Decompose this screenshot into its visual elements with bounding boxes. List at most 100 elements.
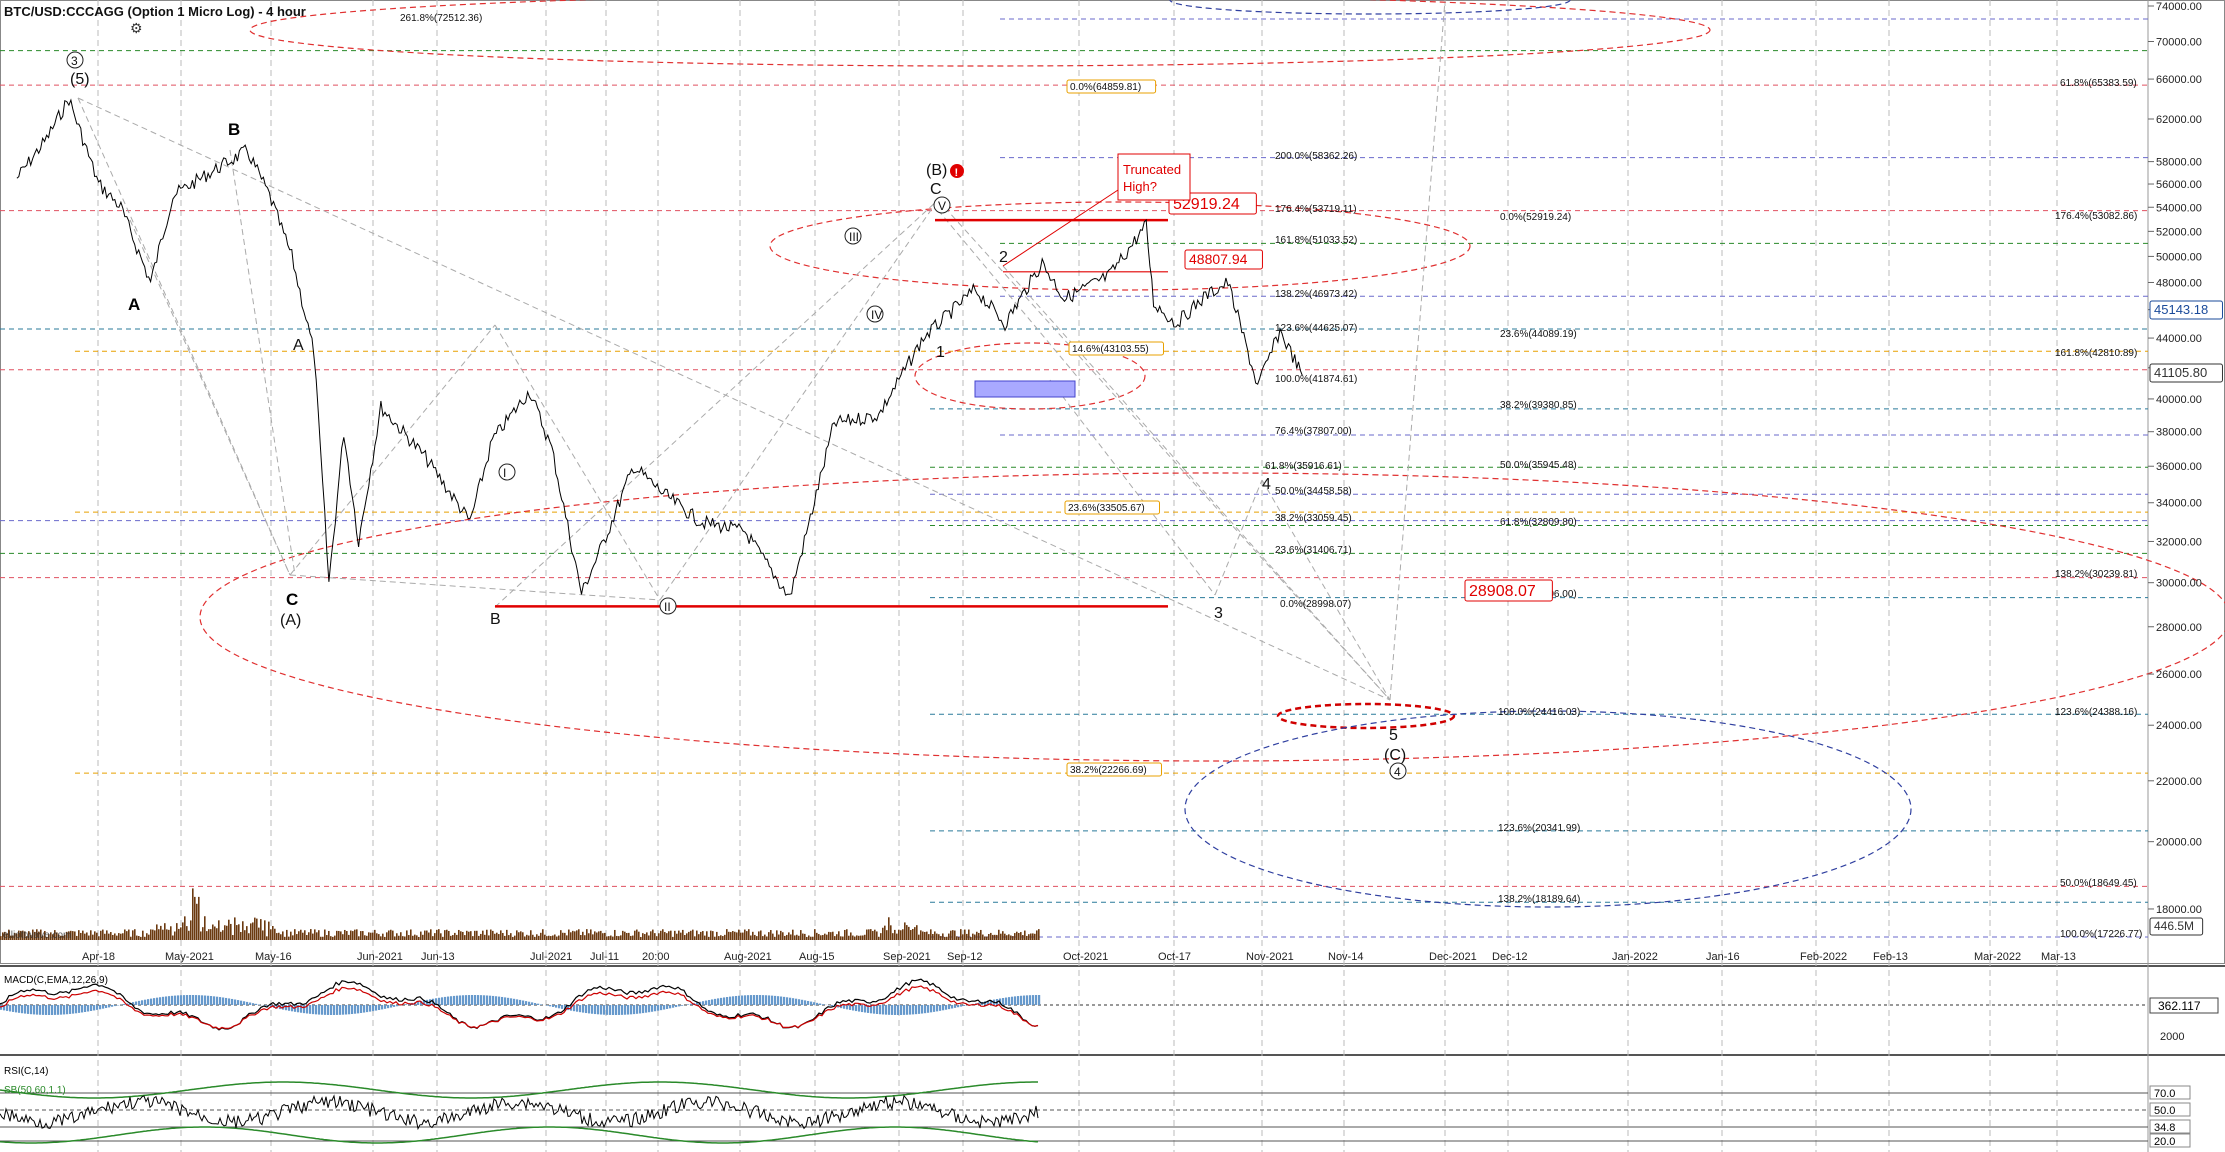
- volume-bar: [892, 933, 894, 940]
- macd-histogram-bar: [213, 996, 216, 1005]
- macd-histogram-bar: [480, 995, 483, 1005]
- macd-histogram-bar: [936, 1005, 939, 1012]
- price-series-line: [16, 98, 1303, 596]
- chart-title: BTC/USD:CCCAGG (Option 1 Micro Log) - 4 …: [4, 4, 306, 19]
- macd-histogram-bar: [687, 1004, 690, 1005]
- trend-line: [1214, 479, 1263, 596]
- volume-bar: [808, 935, 810, 940]
- volume-bar: [992, 934, 994, 940]
- x-tick-label: Aug-15: [799, 951, 834, 963]
- volume-bar: [566, 935, 568, 940]
- price-box-label: 48807.94: [1189, 251, 1248, 267]
- volume-bar: [280, 934, 282, 940]
- macd-histogram-bar: [108, 1005, 111, 1008]
- macd-histogram-bar: [180, 995, 183, 1005]
- volume-bar: [644, 934, 646, 940]
- volume-bar: [674, 930, 676, 940]
- volume-bar: [692, 929, 694, 940]
- macd-histogram-bar: [513, 998, 516, 1005]
- volume-bar: [62, 935, 64, 940]
- rsi-value-box: [2149, 1085, 2191, 1100]
- macd-histogram-bar: [1038, 995, 1041, 1005]
- macd-histogram-bar: [423, 1000, 426, 1005]
- macd-histogram-bar: [843, 1005, 846, 1009]
- macd-histogram-bar: [705, 1000, 708, 1005]
- x-tick-label: Aug-2021: [724, 951, 772, 963]
- volume-bar: [320, 936, 322, 940]
- macd-histogram-bar: [1026, 995, 1029, 1005]
- volume-bar: [662, 929, 664, 940]
- macd-histogram-bar: [264, 1005, 267, 1006]
- macd-histogram-bar: [15, 1005, 18, 1013]
- macd-value-box: [2149, 997, 2219, 1014]
- macd-histogram-bar: [894, 1005, 897, 1015]
- volume-bar: [818, 934, 820, 940]
- macd-histogram-bar: [909, 1005, 912, 1015]
- volume-bar: [958, 936, 960, 940]
- rsi-tick: 50.0: [2154, 1105, 2175, 1117]
- rsi-tick: 70.0: [2154, 1088, 2175, 1100]
- macd-histogram-bar: [849, 1005, 852, 1010]
- settings-gear-icon[interactable]: ⚙: [130, 20, 143, 36]
- volume-bar: [946, 936, 948, 940]
- volume-bar: [486, 929, 488, 940]
- macd-histogram-bar: [54, 1005, 57, 1015]
- volume-bar: [578, 929, 580, 940]
- volume-bar: [146, 933, 148, 940]
- macd-histogram-bar: [606, 1005, 609, 1015]
- volume-bar: [552, 935, 554, 940]
- y-tick-label: 50000.00: [2156, 251, 2202, 263]
- volume-bar: [424, 930, 426, 940]
- macd-histogram-bar: [828, 1005, 831, 1006]
- volume-bar: [638, 931, 640, 940]
- macd-histogram-bar: [96, 1005, 99, 1010]
- volume-bar: [218, 920, 220, 940]
- watermark: elliottwave.com: [3, 930, 71, 941]
- rsi-label: RSI(C,14): [4, 1066, 48, 1077]
- macd-histogram-bar: [357, 1005, 360, 1014]
- macd-histogram-bar: [459, 995, 462, 1005]
- volume-bar: [874, 929, 876, 940]
- volume-bar: [986, 936, 988, 940]
- volume-bar: [92, 934, 94, 940]
- volume-bar: [296, 934, 298, 940]
- volume-bar: [768, 932, 770, 940]
- volume-bar: [984, 936, 986, 940]
- volume-bar: [772, 933, 774, 940]
- volume-bar: [288, 936, 290, 940]
- volume-bar: [334, 935, 336, 940]
- wave-label: 1: [936, 344, 945, 361]
- volume-bar: [940, 936, 942, 940]
- macd-histogram-bar: [18, 1005, 21, 1013]
- ellipse-zone: [1184, 710, 1912, 908]
- fib-label: 100.0%(17226.77): [2060, 929, 2142, 940]
- macd-histogram-bar: [819, 1003, 822, 1005]
- macd-histogram-bar: [591, 1005, 594, 1014]
- volume-bar: [854, 936, 856, 940]
- macd-histogram-bar: [744, 995, 747, 1005]
- volume-bar: [304, 930, 306, 940]
- macd-histogram-bar: [708, 999, 711, 1005]
- volume-bar: [48, 934, 50, 940]
- alert-icon[interactable]: [950, 164, 964, 178]
- volume-bar: [10, 935, 12, 940]
- volume-bar: [476, 930, 478, 940]
- alert-icon-glyph: !: [955, 167, 959, 179]
- macd-histogram-bar: [45, 1005, 48, 1015]
- y-tick-label: 40000.00: [2156, 394, 2202, 406]
- macd-histogram-bar: [1023, 995, 1026, 1005]
- volume-bar: [682, 929, 684, 940]
- macd-histogram-bar: [987, 1000, 990, 1005]
- macd-histogram-bar: [867, 1005, 870, 1013]
- volume-bar: [500, 930, 502, 940]
- volume-bar: [204, 916, 206, 940]
- volume-bar: [436, 929, 438, 940]
- volume-bar: [156, 924, 158, 940]
- macd-histogram-bar: [153, 998, 156, 1005]
- macd-histogram-bar: [99, 1005, 102, 1010]
- fib-label-box: [1066, 79, 1157, 94]
- volume-bar: [878, 936, 880, 940]
- volume-bar: [126, 931, 128, 940]
- macd-histogram-bar: [195, 995, 198, 1005]
